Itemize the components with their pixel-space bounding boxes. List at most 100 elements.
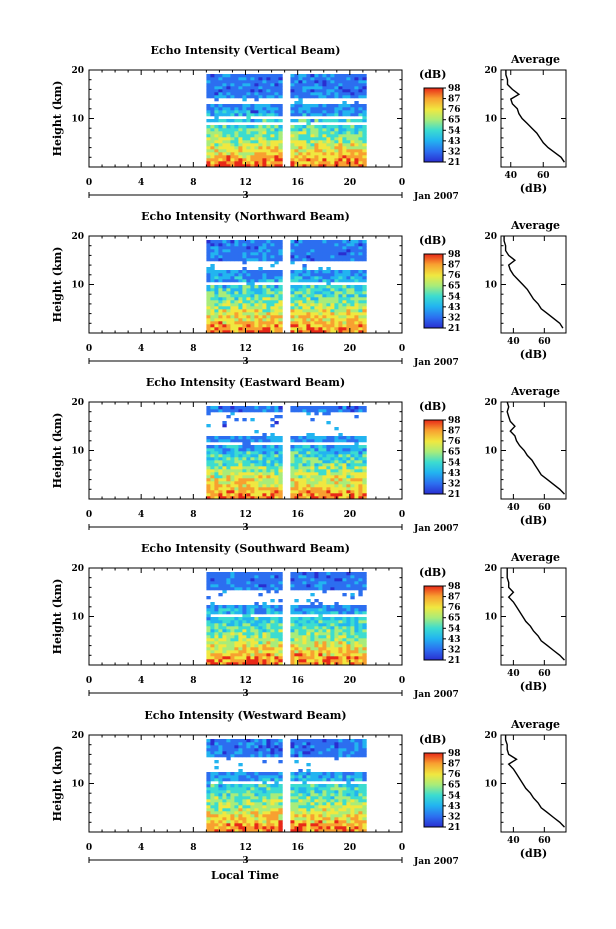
heatmap-cell: [342, 799, 347, 803]
heatmap-cell: [310, 409, 315, 413]
heatmap-cell: [310, 95, 315, 99]
heatmap-cell: [234, 490, 239, 494]
heatmap-cell: [226, 291, 231, 295]
heatmap-cell: [278, 584, 283, 588]
heatmap-cell: [246, 614, 251, 618]
heatmap-cell: [330, 110, 335, 114]
heatmap-cell: [246, 481, 251, 485]
heatmap-cell: [294, 790, 299, 794]
heatmap-cell: [354, 623, 359, 627]
heatmap-cell: [322, 608, 327, 612]
heatmap-cell: [238, 104, 243, 108]
heatmap-cell: [238, 288, 243, 292]
heatmap-cell: [358, 137, 363, 141]
heatmap-cell: [230, 826, 235, 830]
heatmap-cell: [246, 584, 251, 588]
colorbar-tick-label: 65: [448, 614, 461, 624]
heatmap-cell: [354, 823, 359, 827]
heatmap-cell: [298, 608, 303, 612]
heatmap-cell: [338, 439, 343, 443]
heatmap-cell: [246, 134, 251, 138]
heatmap-cell: [266, 315, 271, 319]
heatmap-cell: [330, 409, 335, 413]
heatmap-cell: [246, 258, 251, 262]
heatmap-cell: [330, 270, 335, 274]
heatmap-cell: [306, 472, 311, 476]
heatmap-cell: [278, 92, 283, 96]
heatmap-cell: [358, 152, 363, 156]
heatmap-cell: [302, 240, 307, 244]
heatmap-cell: [262, 826, 267, 830]
heatmap-cell: [350, 107, 355, 111]
heatmap-cell: [322, 436, 327, 440]
heatmap-cell: [222, 125, 227, 129]
heatmap-cell: [226, 309, 231, 313]
heatmap-cell: [338, 279, 343, 283]
heatmap-cell: [234, 445, 239, 449]
heatmap-cell: [294, 95, 299, 99]
heatmap-cell: [274, 252, 279, 256]
heatmap-cell: [278, 575, 283, 579]
heatmap-cell: [254, 249, 259, 253]
heatmap-cell: [322, 300, 327, 304]
heatmap-cell: [354, 104, 359, 108]
heatmap-cell: [206, 475, 211, 479]
heatmap-cell: [218, 240, 223, 244]
heatmap-cell: [330, 799, 335, 803]
heatmap-cell: [218, 255, 223, 259]
heatmap-cell: [290, 811, 295, 815]
heatmap-cell: [262, 433, 267, 437]
heatmap-cell: [294, 629, 299, 633]
heatmap-cell: [306, 321, 311, 325]
heatmap-cell: [302, 315, 307, 319]
heatmap-cell: [222, 445, 227, 449]
heatmap-cell: [334, 454, 339, 458]
heatmap-cell: [238, 324, 243, 328]
heatmap-cell: [354, 89, 359, 93]
heatmap-cell: [278, 439, 283, 443]
heatmap-cell: [238, 493, 243, 497]
heatmap-cell: [246, 161, 251, 165]
heatmap-cell: [218, 80, 223, 84]
heatmap-cell: [258, 641, 263, 645]
heatmap-cell: [342, 83, 347, 87]
heatmap-cell: [254, 294, 259, 298]
heatmap-cell: [322, 140, 327, 144]
heatmap-cell: [210, 279, 215, 283]
heatmap-cell: [290, 799, 295, 803]
heatmap-cell: [310, 620, 315, 624]
heatmap-cell: [234, 249, 239, 253]
heatmap-cell: [290, 445, 295, 449]
heatmap-cell: [210, 796, 215, 800]
heatmap-cell: [206, 273, 211, 277]
heatmap-cell: [322, 808, 327, 812]
heatmap-cell: [350, 327, 355, 331]
heatmap-cell: [322, 493, 327, 497]
heatmap-cell: [318, 246, 323, 250]
heatmap-cell: [262, 315, 267, 319]
heatmap-cell: [254, 149, 259, 153]
heatmap-cell: [234, 255, 239, 259]
heatmap-cell: [290, 128, 295, 132]
heatmap-cell: [358, 650, 363, 654]
heatmap-cell: [230, 805, 235, 809]
heatmap-cell: [338, 638, 343, 642]
heatmap-cell: [362, 653, 367, 657]
heatmap-cell: [254, 457, 259, 461]
heatmap-cell: [342, 125, 347, 129]
heatmap-cell: [350, 802, 355, 806]
heatmap-cell: [258, 475, 263, 479]
heatmap-cell: [314, 466, 319, 470]
heatmap-cell: [234, 457, 239, 461]
heatmap-cell: [270, 460, 275, 464]
heatmap-cell: [242, 629, 247, 633]
heatmap-cell: [270, 315, 275, 319]
heatmap-cell: [294, 158, 299, 162]
heatmap-cell: [354, 487, 359, 491]
heatmap-cell: [218, 641, 223, 645]
heatmap-cell: [242, 799, 247, 803]
heatmap-cell: [334, 327, 339, 331]
heatmap-cell: [262, 95, 267, 99]
average-y-tick-label: 10: [484, 447, 497, 457]
y-tick-label: 10: [71, 115, 84, 125]
